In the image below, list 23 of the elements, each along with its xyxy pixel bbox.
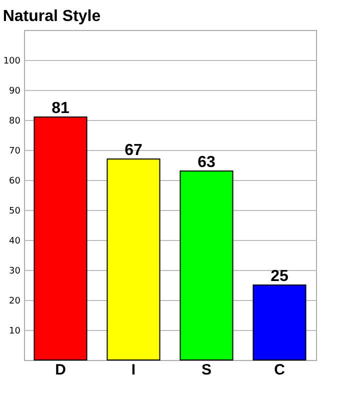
y-tick-label: 90	[9, 86, 21, 96]
y-tick-label: 70	[9, 146, 21, 156]
y-tick-label: 100	[3, 56, 21, 66]
y-tick-label: 40	[9, 236, 21, 246]
data-label: 67	[124, 142, 142, 159]
y-tick-label: 60	[9, 176, 21, 186]
chart-title: Natural Style	[2, 8, 101, 25]
data-label: 81	[52, 100, 70, 117]
y-tick-label: 30	[9, 266, 21, 276]
x-tick-label: C	[274, 362, 286, 378]
y-tick-label: 80	[9, 116, 21, 126]
data-label: 25	[270, 268, 288, 285]
bar	[180, 170, 234, 360]
bar	[106, 158, 160, 360]
x-tick-label: I	[131, 362, 136, 378]
bar	[34, 116, 88, 360]
y-tick-label: 20	[9, 296, 21, 306]
y-tick-label: 50	[9, 206, 21, 216]
x-tick-label: S	[201, 362, 212, 378]
bar	[252, 284, 306, 360]
y-tick-label: 10	[9, 326, 21, 336]
x-tick-label: D	[55, 362, 66, 378]
data-label: 63	[198, 154, 216, 171]
